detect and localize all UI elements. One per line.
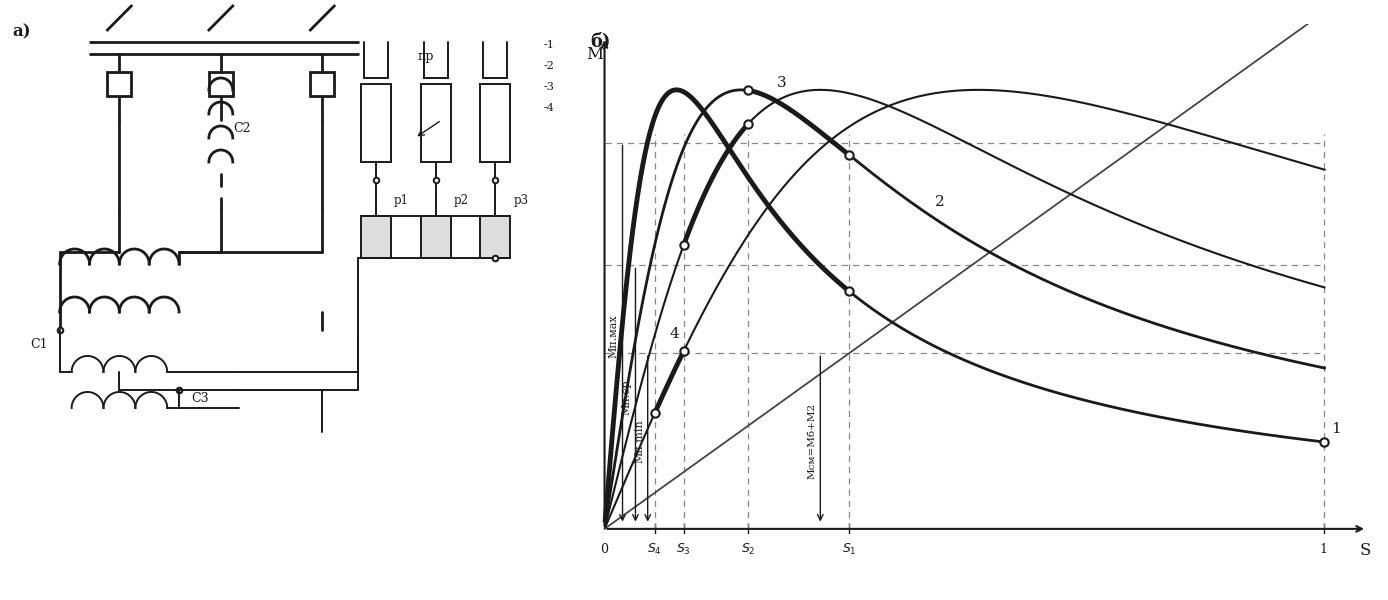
Text: 0: 0 [601, 543, 608, 556]
Text: 1: 1 [1331, 422, 1341, 436]
Text: С1: С1 [31, 338, 47, 351]
Text: $S_4$: $S_4$ [647, 542, 662, 557]
Bar [361, 216, 391, 258]
Text: Мп.ср: Мп.ср [622, 379, 632, 415]
Text: -4: -4 [543, 103, 554, 113]
Text: пр: пр [418, 50, 434, 63]
Text: р2: р2 [454, 194, 469, 207]
Text: S: S [1360, 542, 1371, 559]
Text: Мсм=Мб+М2: Мсм=Мб+М2 [808, 403, 816, 479]
Bar [421, 216, 451, 258]
Bar [361, 84, 391, 162]
Bar [210, 72, 233, 96]
Bar [421, 84, 451, 162]
Text: $S_1$: $S_1$ [841, 542, 856, 557]
Text: р3: р3 [514, 194, 529, 207]
Bar [480, 84, 511, 162]
Text: -3: -3 [543, 82, 554, 92]
Text: M: M [587, 46, 604, 63]
Text: Мп.min: Мп.min [634, 419, 644, 463]
Text: С2: С2 [233, 122, 250, 135]
Text: б): б) [590, 32, 611, 50]
Bar [480, 216, 511, 258]
Text: $S_2$: $S_2$ [741, 542, 755, 557]
Text: 3: 3 [777, 76, 787, 91]
Text: С3: С3 [192, 392, 208, 405]
Text: 1: 1 [1320, 543, 1328, 556]
Text: р1: р1 [394, 194, 409, 207]
Bar [311, 72, 335, 96]
Text: -1: -1 [543, 40, 554, 50]
Text: -2: -2 [543, 61, 554, 71]
Text: Мп.мах: Мп.мах [609, 314, 619, 358]
Text: 4: 4 [669, 327, 679, 341]
Text: $S_3$: $S_3$ [676, 542, 691, 557]
Text: а): а) [12, 23, 31, 40]
Text: 2: 2 [936, 195, 945, 209]
Bar [107, 72, 132, 96]
